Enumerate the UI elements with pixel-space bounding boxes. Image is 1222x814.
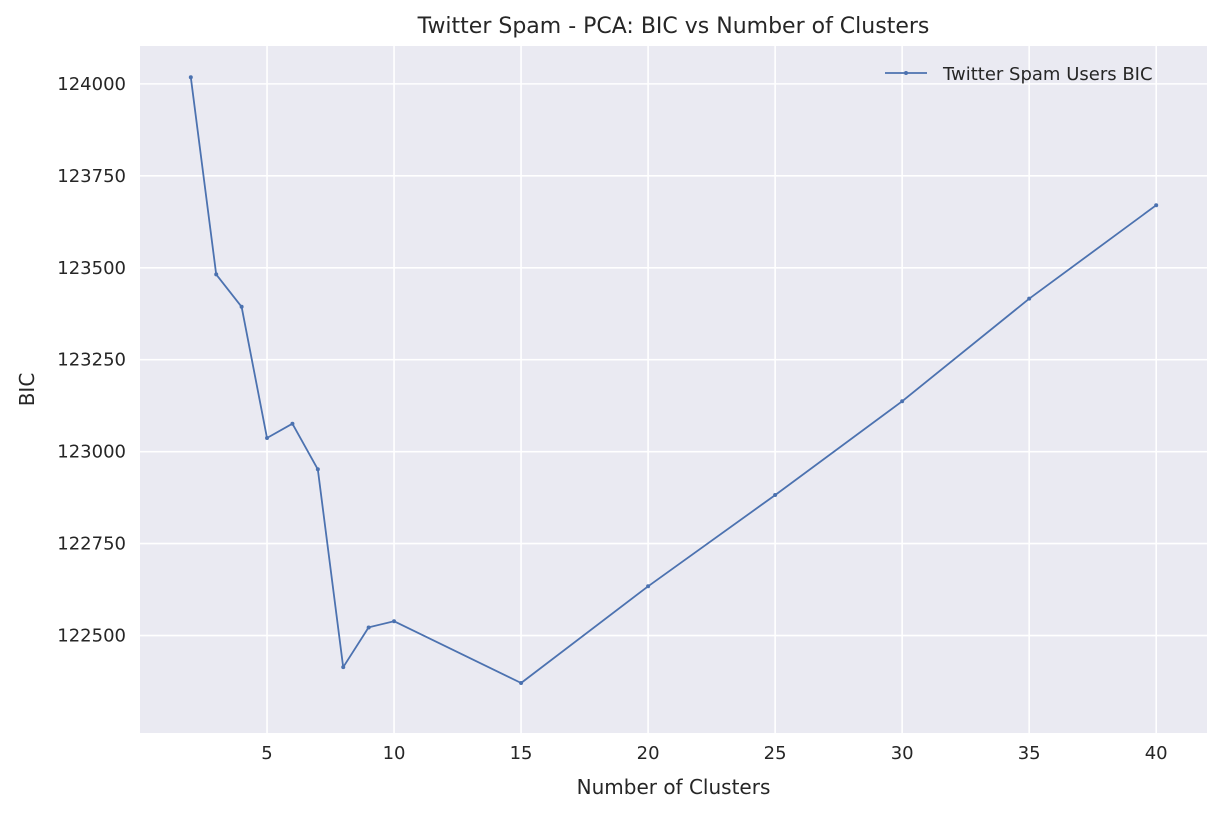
x-tick-label: 30: [891, 743, 914, 764]
legend: Twitter Spam Users BIC: [885, 64, 1153, 85]
data-point: [1154, 203, 1159, 208]
x-tick-label: 35: [1018, 743, 1041, 764]
y-tick-label: 123250: [57, 350, 126, 371]
x-tick-label: 25: [764, 743, 787, 764]
y-tick-label: 123000: [57, 442, 126, 463]
y-axis-label: BIC: [15, 373, 39, 407]
x-tick-labels: 5 10 15 20 25 30 35 40: [261, 743, 1167, 764]
data-point: [366, 625, 371, 630]
data-point: [188, 75, 193, 80]
data-point: [392, 619, 397, 624]
x-axis-label: Number of Clusters: [577, 775, 771, 799]
data-point: [315, 467, 320, 472]
data-point: [290, 421, 295, 426]
chart-title: Twitter Spam - PCA: BIC vs Number of Clu…: [417, 14, 930, 39]
data-point: [1027, 296, 1032, 301]
series-layer: [188, 75, 1159, 685]
data-point: [239, 304, 244, 309]
y-tick-label: 123500: [57, 258, 126, 279]
x-tick-label: 5: [261, 743, 272, 764]
y-tick-label: 122750: [57, 534, 126, 555]
legend-marker-swatch: [904, 71, 908, 75]
x-tick-label: 15: [510, 743, 533, 764]
x-tick-label: 20: [637, 743, 660, 764]
y-tick-labels: 122500 122750 123000 123250 123500 123750 1240…: [57, 74, 126, 647]
data-point: [646, 584, 651, 589]
data-point: [900, 399, 905, 404]
data-point: [214, 272, 219, 277]
y-tick-label: 122500: [57, 626, 126, 647]
data-point: [773, 493, 778, 498]
grid-lines: [140, 46, 1207, 733]
data-point: [265, 436, 270, 441]
x-tick-label: 40: [1145, 743, 1168, 764]
y-tick-label: 123750: [57, 166, 126, 187]
y-tick-label: 124000: [57, 74, 126, 95]
x-tick-label: 10: [383, 743, 406, 764]
data-point: [519, 680, 524, 685]
data-point: [341, 665, 346, 670]
plot-area: [140, 46, 1207, 733]
legend-entry: Twitter Spam Users BIC: [942, 64, 1153, 85]
